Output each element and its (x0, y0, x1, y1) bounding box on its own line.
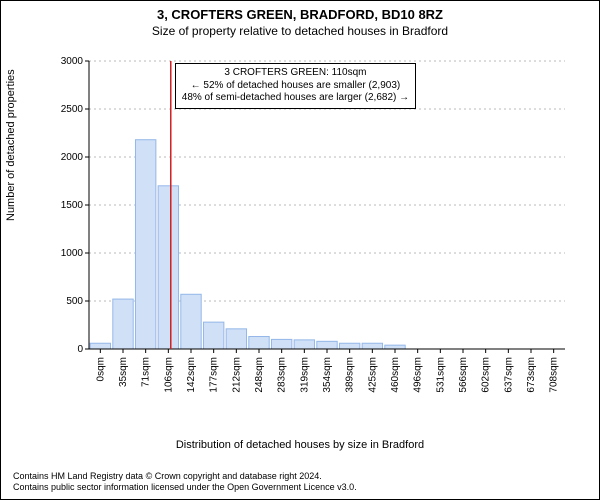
footer: Contains HM Land Registry data © Crown c… (13, 471, 357, 494)
svg-text:319sqm: 319sqm (299, 357, 310, 393)
svg-text:389sqm: 389sqm (345, 357, 356, 393)
y-axis-label: Number of detached properties (5, 69, 17, 221)
svg-text:212sqm: 212sqm (231, 357, 242, 393)
svg-text:142sqm: 142sqm (186, 357, 197, 393)
svg-text:0: 0 (77, 344, 83, 355)
bar (135, 140, 155, 349)
annotation-line-3: 48% of semi-detached houses are larger (… (182, 92, 409, 105)
bar (158, 186, 178, 349)
bar (385, 345, 405, 349)
bar (90, 343, 110, 349)
bar (317, 341, 337, 349)
svg-text:500: 500 (66, 296, 83, 307)
y-axis: 0 500 1000 1500 2000 2500 3000 (61, 56, 89, 355)
svg-text:3000: 3000 (61, 56, 84, 67)
bar (339, 343, 359, 349)
title-sub: Size of property relative to detached ho… (1, 24, 599, 38)
svg-text:354sqm: 354sqm (322, 357, 333, 393)
svg-text:106sqm: 106sqm (163, 357, 174, 393)
footer-line-2: Contains public sector information licen… (13, 482, 357, 493)
svg-text:35sqm: 35sqm (118, 357, 129, 387)
svg-text:531sqm: 531sqm (435, 357, 446, 393)
svg-text:460sqm: 460sqm (390, 357, 401, 393)
svg-text:248sqm: 248sqm (254, 357, 265, 393)
annotation-box: 3 CROFTERS GREEN: 110sqm ← 52% of detach… (175, 63, 416, 109)
chart-container: 3, CROFTERS GREEN, BRADFORD, BD10 8RZ Si… (0, 0, 600, 500)
svg-text:1500: 1500 (61, 200, 84, 211)
bar (226, 329, 246, 349)
footer-line-1: Contains HM Land Registry data © Crown c… (13, 471, 357, 482)
svg-text:708sqm: 708sqm (549, 357, 560, 393)
annotation-line-2: ← 52% of detached houses are smaller (2,… (182, 80, 409, 93)
svg-text:1000: 1000 (61, 248, 84, 259)
svg-text:2500: 2500 (61, 104, 84, 115)
svg-text:602sqm: 602sqm (481, 357, 492, 393)
svg-text:0sqm: 0sqm (95, 357, 106, 381)
x-axis: 0sqm 35sqm 71sqm 106sqm 142sqm 177sqm 212sqm 24… (89, 349, 565, 393)
bars (90, 140, 405, 349)
x-axis-label: Distribution of detached houses by size … (1, 439, 599, 451)
annotation-line-1: 3 CROFTERS GREEN: 110sqm (182, 67, 409, 80)
svg-text:496sqm: 496sqm (413, 357, 424, 393)
svg-text:2000: 2000 (61, 152, 84, 163)
bar (181, 294, 201, 349)
bar (203, 322, 223, 349)
svg-text:566sqm: 566sqm (458, 357, 469, 393)
bar (294, 340, 314, 349)
svg-text:637sqm: 637sqm (503, 357, 514, 393)
svg-text:283sqm: 283sqm (277, 357, 288, 393)
svg-text:177sqm: 177sqm (209, 357, 220, 393)
svg-text:71sqm: 71sqm (141, 357, 152, 387)
svg-text:673sqm: 673sqm (526, 357, 537, 393)
bar (249, 337, 269, 349)
title-main: 3, CROFTERS GREEN, BRADFORD, BD10 8RZ (1, 7, 599, 22)
bar (362, 343, 382, 349)
bar (113, 299, 133, 349)
bar (271, 339, 291, 349)
svg-text:425sqm: 425sqm (367, 357, 378, 393)
